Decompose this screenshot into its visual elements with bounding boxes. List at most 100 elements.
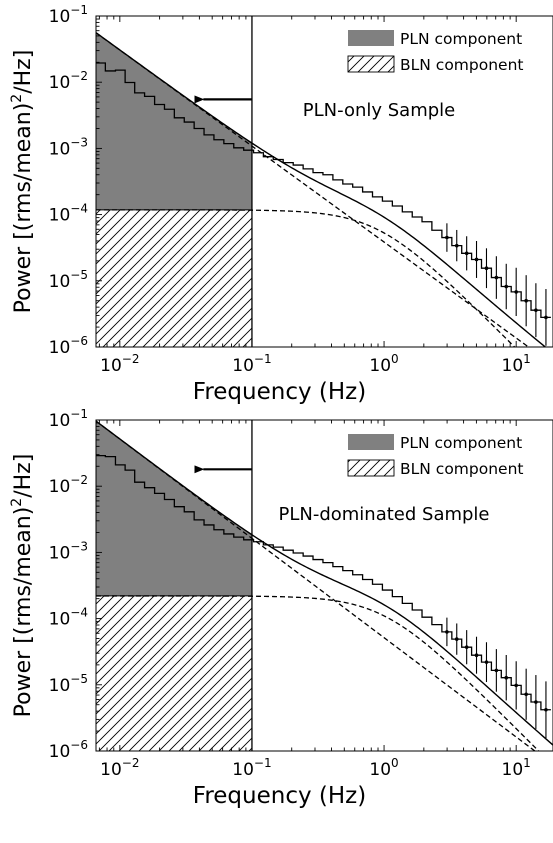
sample-annotation: PLN-dominated Sample (278, 504, 489, 525)
pln-component-area (96, 421, 252, 596)
bln-component-area (96, 595, 252, 751)
legend-label-pln: PLN component (400, 30, 522, 48)
y-tick-label: 10−3 (49, 539, 88, 563)
panel-pln-dominated: 10−2 10−1 100 10110−610−510−410−310−210−1Fr… (9, 407, 553, 809)
y-tick-label: 10−3 (49, 135, 88, 159)
y-tick-exp: −2 (70, 473, 88, 487)
legend-label-pln: PLN component (400, 434, 522, 452)
y-tick-base: 10 (49, 610, 71, 630)
y-tick-base: 10 (49, 338, 71, 358)
y-tick-exp: −5 (70, 268, 88, 282)
x-tick-label: 101 (502, 756, 531, 780)
panel-pln-only: 10−2 10−1 100 10110−610−510−410−310−210−1Fr… (9, 3, 553, 405)
y-tick-base: 10 (49, 411, 71, 431)
y-tick-exp: −3 (70, 135, 88, 149)
x-tick-exp: 1 (523, 352, 531, 366)
y-axis-label-sup: 2 (9, 94, 25, 103)
pln-model-line (96, 420, 536, 751)
x-tick-exp: 0 (391, 756, 399, 770)
x-tick-base: 10 (502, 356, 524, 376)
x-tick-base: 10 (502, 760, 524, 780)
y-axis-label: Power [(rms/mean)2/Hz] (9, 454, 36, 718)
legend: PLN component BLN component (347, 434, 523, 478)
legend-label-bln: BLN component (400, 460, 523, 478)
y-tick-label: 10−5 (49, 672, 88, 696)
y-tick-exp: −5 (70, 672, 88, 686)
legend-swatch-bln (347, 55, 395, 73)
data-histogram (96, 454, 551, 711)
ticks (96, 419, 517, 752)
x-tick-label: 100 (369, 352, 398, 376)
y-tick-label: 10−4 (49, 606, 88, 630)
y-tick-exp: −6 (70, 738, 88, 752)
x-tick-base: 10 (100, 356, 122, 376)
x-tick-label: 100 (369, 756, 398, 780)
x-axis-label: Frequency (Hz) (193, 379, 366, 405)
y-tick-label: 10−6 (49, 334, 88, 358)
plot-area (96, 420, 553, 751)
y-tick-exp: −4 (70, 606, 88, 620)
x-tick-label: 10−2 (100, 756, 139, 780)
y-axis-label-main: Power [(rms/mean) (11, 507, 36, 718)
y-axis-label-main: Power [(rms/mean) (11, 103, 36, 314)
plot-area (96, 16, 551, 347)
y-tick-base: 10 (49, 73, 71, 93)
y-tick-label: 10−6 (49, 738, 88, 762)
y-tick-exp: −3 (70, 539, 88, 553)
y-tick-label: 10−1 (49, 407, 88, 431)
y-tick-label: 10−2 (49, 69, 88, 93)
y-tick-base: 10 (49, 206, 71, 226)
pln-model-line (96, 32, 530, 347)
axes-frame (95, 419, 553, 752)
y-tick-exp: −6 (70, 334, 88, 348)
legend-swatch-bln (347, 459, 395, 477)
x-tick-label: 101 (502, 352, 531, 376)
legend: PLN component BLN component (347, 30, 523, 74)
x-axis-label: Frequency (Hz) (193, 783, 366, 809)
x-tick-exp: 0 (391, 352, 399, 366)
y-tick-base: 10 (49, 676, 71, 696)
x-tick-exp: −1 (254, 352, 272, 366)
x-tick-base: 10 (232, 356, 254, 376)
axes-frame (95, 15, 553, 348)
y-tick-base: 10 (49, 7, 71, 27)
y-tick-exp: −1 (70, 407, 88, 421)
y-tick-label: 10−4 (49, 202, 88, 226)
y-tick-label: 10−2 (49, 473, 88, 497)
y-tick-exp: −2 (70, 69, 88, 83)
y-axis-label-tail: /Hz] (11, 50, 36, 94)
bln-model-line (96, 595, 540, 751)
y-tick-base: 10 (49, 272, 71, 292)
y-tick-base: 10 (49, 139, 71, 159)
x-tick-label: 10−2 (100, 352, 139, 376)
bln-model-line (96, 209, 516, 347)
x-tick-base: 10 (369, 760, 391, 780)
y-tick-exp: −1 (70, 3, 88, 17)
bln-component-area (96, 209, 252, 347)
ticks (96, 15, 517, 348)
legend-label-bln: BLN component (400, 56, 523, 74)
x-tick-base: 10 (369, 356, 391, 376)
legend-swatch-pln (348, 434, 394, 450)
y-axis-label-tail: /Hz] (11, 454, 36, 498)
y-tick-base: 10 (49, 742, 71, 762)
x-tick-base: 10 (232, 760, 254, 780)
x-tick-label: 10−1 (232, 352, 271, 376)
y-axis-label: Power [(rms/mean)2/Hz] (9, 50, 36, 314)
x-tick-exp: −1 (254, 756, 272, 770)
x-tick-base: 10 (100, 760, 122, 780)
sample-annotation: PLN-only Sample (303, 100, 455, 121)
data-histogram (96, 62, 551, 319)
y-tick-base: 10 (49, 477, 71, 497)
y-tick-exp: −4 (70, 202, 88, 216)
legend-swatch-pln (348, 30, 394, 46)
total-model-line (96, 420, 553, 746)
y-tick-label: 10−5 (49, 268, 88, 292)
total-model-line (96, 32, 547, 347)
x-tick-exp: 1 (523, 756, 531, 770)
y-axis-label-sup: 2 (9, 498, 25, 507)
x-tick-exp: −2 (122, 352, 140, 366)
y-tick-base: 10 (49, 543, 71, 563)
x-tick-exp: −2 (122, 756, 140, 770)
